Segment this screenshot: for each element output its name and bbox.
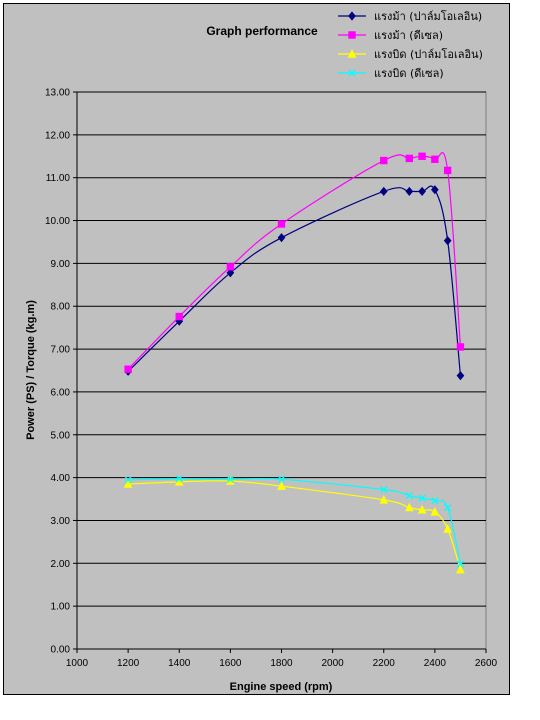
y-tick-label: 11.00	[46, 173, 71, 184]
data-point	[405, 186, 414, 196]
data-point	[443, 524, 452, 533]
legend: แรงม้า (ปาล์มโอเลอิน) แรงม้า (ดีเซล) แรงบิ…	[338, 9, 483, 80]
y-tick-label: 3.00	[51, 516, 71, 527]
data-point	[405, 154, 414, 163]
series-line-1	[127, 185, 462, 376]
data-point	[443, 166, 452, 175]
y-tick-label: 9.00	[51, 259, 71, 270]
data-point	[418, 494, 426, 502]
legend-marker	[348, 69, 356, 77]
data-point	[443, 236, 452, 246]
data-point	[418, 186, 426, 196]
data-point	[430, 507, 440, 516]
data-point	[379, 495, 389, 504]
data-point	[417, 504, 427, 514]
legend-label: แรงบิด (ดีเซล)	[374, 67, 444, 80]
y-tick-label: 2.00	[51, 559, 71, 570]
x-tick-label: 2000	[322, 658, 345, 669]
x-tick-label: 1600	[219, 658, 242, 669]
data-point	[456, 343, 465, 351]
data-point	[277, 475, 286, 483]
data-point	[380, 156, 388, 165]
y-tick-label: 7.00	[51, 345, 71, 356]
x-tick-label: 1800	[270, 658, 293, 669]
legend-marker	[348, 11, 356, 21]
y-tick-label: 10.00	[45, 216, 70, 227]
data-point	[379, 186, 388, 196]
data-point	[226, 263, 235, 271]
x-tick-label: 2400	[424, 658, 447, 669]
x-tick-label: 1000	[66, 658, 89, 669]
data-point	[123, 479, 133, 488]
data-point	[226, 268, 235, 278]
series-line-4	[128, 477, 462, 565]
x-tick-label: 1200	[117, 658, 140, 669]
data-point	[124, 365, 132, 373]
y-tick-label: 1.00	[51, 602, 71, 613]
plot-area	[76, 91, 487, 650]
x-tick-label: 2200	[373, 658, 396, 669]
y-tick-label: 12.00	[45, 130, 70, 141]
y-axis-title: Power (PS) / Torque (kg.m)	[25, 300, 37, 440]
x-tick-label: 1400	[168, 658, 191, 669]
series-line-3	[128, 480, 462, 570]
y-tick-label: 5.00	[51, 430, 71, 441]
y-tick-label: 6.00	[51, 387, 71, 398]
data-point	[175, 475, 183, 483]
x-tick-label: 2600	[475, 658, 498, 669]
data-point	[431, 185, 439, 195]
data-point	[277, 481, 286, 490]
data-point	[175, 312, 183, 321]
legend-label: แรงบิด (ปาล์มโอเลอิน)	[374, 47, 483, 61]
legend-label: แรงม้า (ปาล์มโอเลอิน)	[374, 9, 482, 23]
data-point	[405, 491, 413, 500]
data-point	[174, 477, 184, 486]
data-point	[277, 233, 286, 243]
legend-marker	[347, 49, 357, 58]
legend-marker	[348, 31, 356, 39]
data-point	[456, 371, 465, 381]
data-point	[431, 155, 439, 163]
data-point	[277, 220, 286, 228]
data-point	[456, 564, 465, 574]
chart-title: Graph performance	[206, 24, 318, 38]
data-point	[456, 560, 465, 568]
y-tick-label: 0.00	[51, 645, 71, 656]
legend-label: แรงม้า (ดีเซล)	[374, 29, 443, 42]
x-axis-title: Engine speed (rpm)	[230, 681, 333, 693]
data-point	[124, 476, 132, 484]
data-point	[418, 152, 426, 160]
data-point	[443, 503, 452, 512]
data-point	[431, 497, 439, 505]
y-tick-label: 4.00	[51, 473, 71, 484]
data-point	[380, 485, 388, 494]
y-tick-label: 8.00	[51, 302, 71, 313]
data-point	[404, 502, 414, 512]
data-point	[226, 475, 235, 483]
y-tick-label: 13.00	[45, 88, 70, 99]
